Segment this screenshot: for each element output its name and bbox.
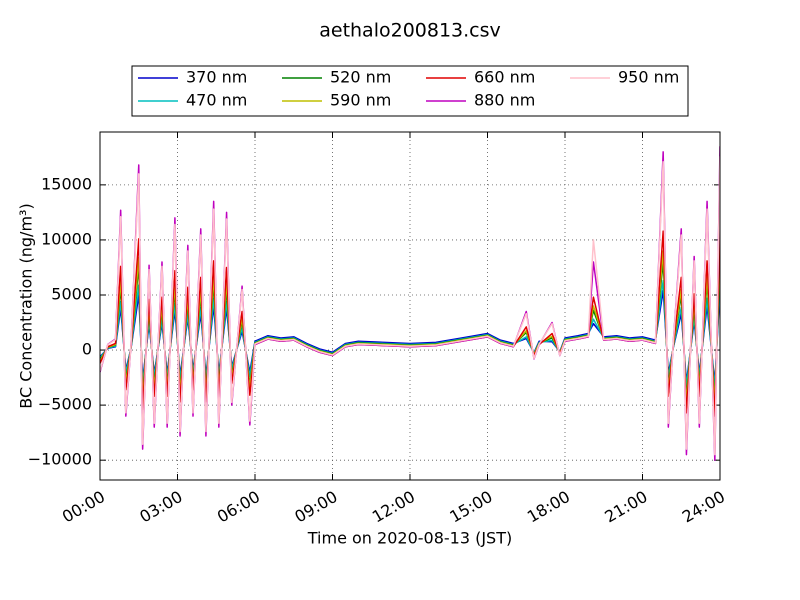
chart-title: aethalo200813.csv	[319, 20, 501, 42]
y-axis-label: BC Concentration (ng/m³)	[17, 203, 36, 408]
plot-frame	[99, 131, 721, 481]
legend-label: 590 nm	[330, 91, 391, 110]
legend-label: 880 nm	[474, 91, 535, 110]
y-tick-label: 5000	[51, 284, 92, 303]
legend-label: 950 nm	[618, 68, 679, 87]
x-axis-label: Time on 2020-08-13 (JST)	[307, 529, 512, 548]
y-tick-label: −5000	[38, 395, 92, 414]
legend-label: 520 nm	[330, 68, 391, 87]
legend-label: 470 nm	[186, 91, 247, 110]
legend-label: 660 nm	[474, 68, 535, 87]
y-tick-label: 10000	[41, 229, 92, 248]
y-tick-label: 0	[82, 340, 92, 359]
legend-label: 370 nm	[186, 68, 247, 87]
legend-box	[131, 65, 689, 117]
data-line	[100, 156, 720, 456]
y-tick-label: −10000	[28, 450, 92, 469]
y-tick-label: 15000	[41, 174, 92, 193]
